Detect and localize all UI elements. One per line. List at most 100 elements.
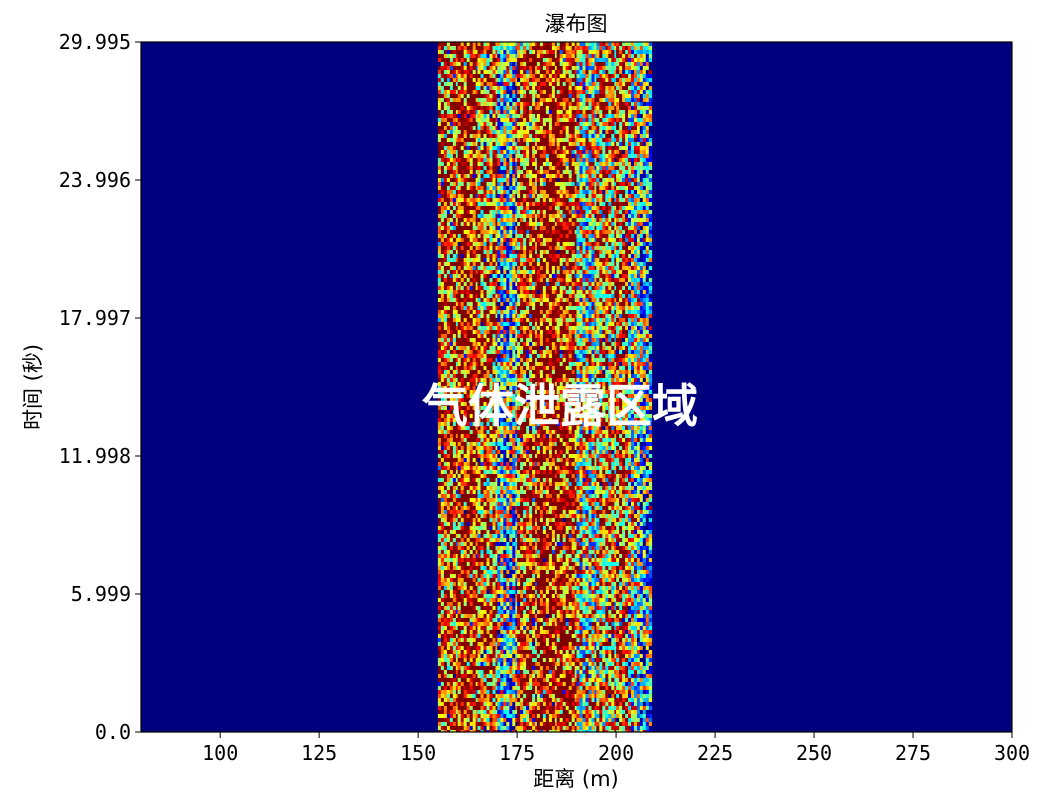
heatmap-cell [605,178,609,183]
heatmap-cell [579,298,583,303]
heatmap-cell [497,142,501,147]
heatmap-cell [457,178,462,183]
heatmap-cell [602,134,606,139]
heatmap-cell [460,86,465,91]
heatmap-cell [551,54,556,59]
heatmap-cell [611,110,615,115]
heatmap-cell [637,282,641,287]
heatmap-cell [648,70,653,75]
heatmap-cell [588,234,592,239]
heatmap-cell [492,46,496,51]
heatmap-cell [608,130,612,135]
heatmap-cell [526,150,530,155]
heatmap-cell [483,102,487,107]
heatmap-cell [599,242,603,247]
heatmap-cell [616,138,620,143]
heatmap-cell [548,106,553,111]
heatmap-cell [500,66,504,71]
heatmap-cell [542,86,547,91]
heatmap-cell [536,142,541,147]
heatmap-cell [625,82,629,87]
heatmap-cell [532,154,536,159]
heatmap-cell [536,50,541,55]
heatmap-cell [506,174,510,179]
heatmap-cell [582,54,586,59]
heatmap-cell [637,242,641,247]
heatmap-cell [440,90,445,95]
heatmap-cell [515,142,518,147]
heatmap-cell [579,46,583,51]
heatmap-cell [568,46,573,51]
heatmap-cell [594,74,597,79]
heatmap-cell [512,210,516,215]
heatmap-cell [492,250,496,255]
heatmap-cell [648,230,653,235]
heatmap-cell [539,174,544,179]
heatmap-cell [463,206,468,211]
heatmap-cell [495,74,498,79]
heatmap-cell [503,146,507,151]
heatmap-cell [571,262,576,267]
heatmap-cell [611,270,615,275]
heatmap-cell [596,258,600,263]
heatmap-cell [460,262,465,267]
heatmap-cell [585,250,589,255]
heatmap-cell [466,90,471,95]
heatmap-cell [457,58,462,63]
heatmap-cell [495,226,498,231]
heatmap-cell [497,186,501,191]
heatmap-cell [579,54,583,59]
heatmap-cell [596,214,600,219]
heatmap-cell [639,278,644,283]
heatmap-cell [605,262,609,267]
heatmap-cell [556,110,561,115]
heatmap-cell [574,134,577,139]
heatmap-cell [457,298,462,303]
heatmap-cell [614,74,617,79]
heatmap-cell [565,102,570,107]
heatmap-cell [489,98,493,103]
heatmap-cell [602,226,606,231]
heatmap-cell [576,94,580,99]
heatmap-cell [500,122,504,127]
heatmap-cell [599,82,603,87]
heatmap-cell [532,134,536,139]
heatmap-cell [599,238,603,243]
heatmap-cell [565,142,570,147]
heatmap-cell [480,274,484,279]
heatmap-cell [611,150,615,155]
heatmap-cell [628,270,632,275]
heatmap-cell [591,170,595,175]
heatmap-cell [509,274,513,279]
heatmap-cell [443,174,448,179]
heatmap-cell [637,170,641,175]
heatmap-cell [551,290,556,295]
heatmap-cell [585,242,589,247]
heatmap-cell [625,142,629,147]
heatmap-cell [605,82,609,87]
heatmap-cell [517,126,521,131]
heatmap-cell [535,130,538,135]
heatmap-cell [588,182,592,187]
heatmap-cell [568,238,573,243]
heatmap-cell [648,210,653,215]
heatmap-cell [591,162,595,167]
heatmap-cell [568,74,573,79]
heatmap-cell [628,222,632,227]
heatmap-cell [457,62,462,67]
heatmap-cell [639,106,644,111]
heatmap-cell [645,150,650,155]
heatmap-cell [457,286,462,291]
heatmap-cell [559,126,564,131]
heatmap-cell [602,282,606,287]
heatmap-cell [616,174,620,179]
heatmap-cell [616,242,620,247]
heatmap-cell [503,198,507,203]
heatmap-cell [506,86,510,91]
heatmap-cell [559,282,564,287]
heatmap-cell [529,54,533,59]
heatmap-cell [535,114,538,119]
heatmap-cell [554,90,558,95]
heatmap-cell [472,86,477,91]
heatmap-cell [437,142,442,147]
